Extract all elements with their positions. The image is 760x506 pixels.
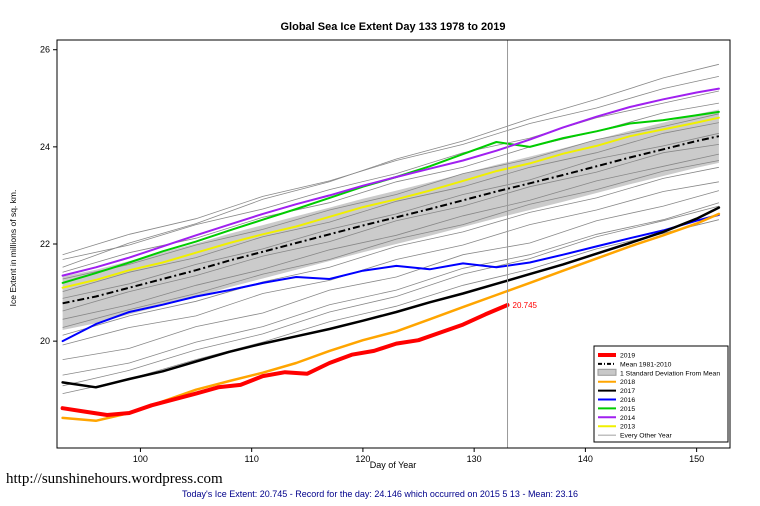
legend-item-label: 1 Standard Deviation From Mean — [620, 370, 720, 377]
x-tick-label: 150 — [689, 454, 704, 464]
legend-item-label: Mean 1981-2010 — [620, 361, 672, 368]
legend-item-label: 2013 — [620, 424, 635, 431]
y-tick-label: 20 — [40, 336, 50, 346]
legend-item-label: 2015 — [620, 406, 635, 413]
x-tick-label: 130 — [467, 454, 482, 464]
plot-layer: 20.745 100 110 120 130 140 150 20 22 24 26 — [40, 39, 731, 464]
series-2019 — [60, 303, 510, 417]
legend-item: 1 Standard Deviation From Mean — [597, 368, 720, 377]
legend-item-label: 2016 — [620, 397, 635, 404]
legend-item: 2019 — [598, 353, 635, 360]
current-value-annotation: 20.745 — [513, 301, 538, 310]
legend-item-label: 2018 — [620, 379, 635, 386]
legend-box — [593, 345, 729, 443]
legend-item-label: Every Other Year — [620, 433, 672, 440]
legend-item: Every Other Year — [598, 433, 672, 440]
x-tick-label: 110 — [244, 454, 258, 464]
x-axis-label: Day of Year — [370, 460, 417, 470]
legend-item-label: 2017 — [620, 388, 635, 395]
series-2014 — [61, 87, 720, 277]
x-tick-label: 140 — [578, 454, 593, 464]
y-axis-label: Ice Extent in millions of sq. km. — [8, 190, 18, 307]
series-2013 — [61, 116, 720, 289]
y-tick-label: 22 — [40, 239, 50, 249]
axis-ticks: 100 110 120 130 140 150 20 22 24 26 — [40, 45, 704, 464]
chart-title: Global Sea Ice Extent Day 133 1978 to 20… — [280, 21, 505, 33]
mean-line — [62, 135, 720, 305]
y-tick-label: 26 — [40, 45, 50, 55]
y-tick-label: 24 — [40, 142, 50, 152]
footer-stats: Today's Ice Extent: 20.745 - Record for … — [182, 489, 578, 499]
legend-item: 2016 — [598, 397, 635, 404]
series-2016 — [61, 213, 720, 343]
legend-item: 2015 — [598, 406, 635, 413]
legend-item-label: 2019 — [620, 353, 635, 360]
legend-item: 2018 — [598, 379, 635, 386]
legend-item: 2014 — [598, 415, 635, 422]
legend-item-label: 2014 — [620, 415, 635, 422]
chart: Global Sea Ice Extent Day 133 1978 to 20… — [8, 21, 731, 470]
legend-item: Mean 1981-2010 — [598, 361, 672, 368]
site-url: http://sunshinehours.wordpress.com — [6, 471, 223, 487]
series-2017 — [61, 206, 721, 389]
std-dev-band — [62, 109, 719, 330]
legend-item: 2017 — [598, 388, 635, 395]
x-tick-label: 100 — [133, 454, 148, 464]
x-tick-label: 120 — [355, 454, 370, 464]
legend-item: 2013 — [598, 424, 635, 431]
